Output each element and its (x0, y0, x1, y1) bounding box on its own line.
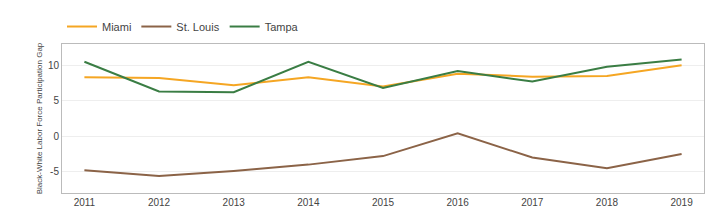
svg-text:Black-White Labor Force Partic: Black-White Labor Force Participation Ga… (35, 42, 44, 194)
svg-text:2017: 2017 (521, 197, 544, 208)
svg-text:Tampa: Tampa (265, 21, 299, 33)
svg-text:St. Louis: St. Louis (176, 21, 219, 33)
svg-text:0: 0 (53, 131, 59, 142)
svg-text:2011: 2011 (74, 197, 96, 208)
svg-text:2016: 2016 (447, 197, 470, 208)
svg-text:2018: 2018 (596, 197, 619, 208)
svg-text:2015: 2015 (372, 197, 395, 208)
svg-text:2014: 2014 (297, 197, 320, 208)
svg-text:5: 5 (53, 95, 59, 106)
svg-text:2012: 2012 (148, 197, 171, 208)
svg-text:2013: 2013 (223, 197, 246, 208)
svg-text:-5: -5 (50, 166, 59, 177)
svg-text:10: 10 (48, 60, 60, 71)
svg-text:Miami: Miami (102, 21, 131, 33)
svg-text:2019: 2019 (670, 197, 693, 208)
